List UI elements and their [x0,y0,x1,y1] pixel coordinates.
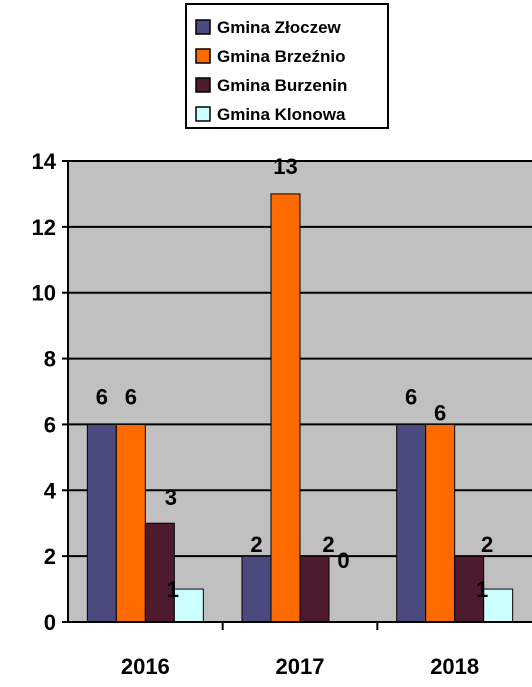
data-label: 6 [434,400,446,425]
bar [144,522,175,623]
y-tick-label: 2 [44,544,56,569]
legend-label: Gmina Brzeźnio [217,47,345,66]
legend-swatch [195,106,211,122]
data-label: 6 [125,384,137,409]
bar [396,423,427,623]
bar [86,423,117,623]
bar [241,555,272,623]
y-tick-label: 8 [44,347,56,372]
legend [185,3,389,129]
bar [173,588,204,623]
data-label: 2 [322,532,334,557]
data-label: 13 [273,154,297,179]
bar [425,423,456,623]
data-label: 1 [167,577,179,602]
y-tick-label: 0 [44,610,56,635]
y-tick-label: 6 [44,412,56,437]
data-label: 2 [481,532,493,557]
legend-swatch [195,48,211,64]
bar [299,555,330,623]
data-label: 1 [476,577,488,602]
x-tick-label: 2017 [276,654,325,679]
data-label: 6 [405,384,417,409]
legend-label: Gmina Klonowa [217,105,346,124]
x-tick-label: 2016 [121,654,170,679]
data-label: 0 [337,548,349,573]
data-label: 2 [250,532,262,557]
data-label: 6 [96,384,108,409]
x-tick-label: 2018 [430,654,479,679]
legend-swatch [195,19,211,35]
data-label: 3 [165,485,177,510]
y-tick-label: 10 [32,281,56,306]
bar [115,423,146,623]
y-tick-label: 4 [44,478,57,503]
y-tick-label: 14 [32,149,57,174]
bar [454,555,485,623]
legend-label: Gmina Złoczew [217,18,342,37]
legend-swatch [195,77,211,93]
y-tick-label: 12 [32,215,56,240]
bar [270,193,301,623]
legend-label: Gmina Burzenin [217,76,347,95]
